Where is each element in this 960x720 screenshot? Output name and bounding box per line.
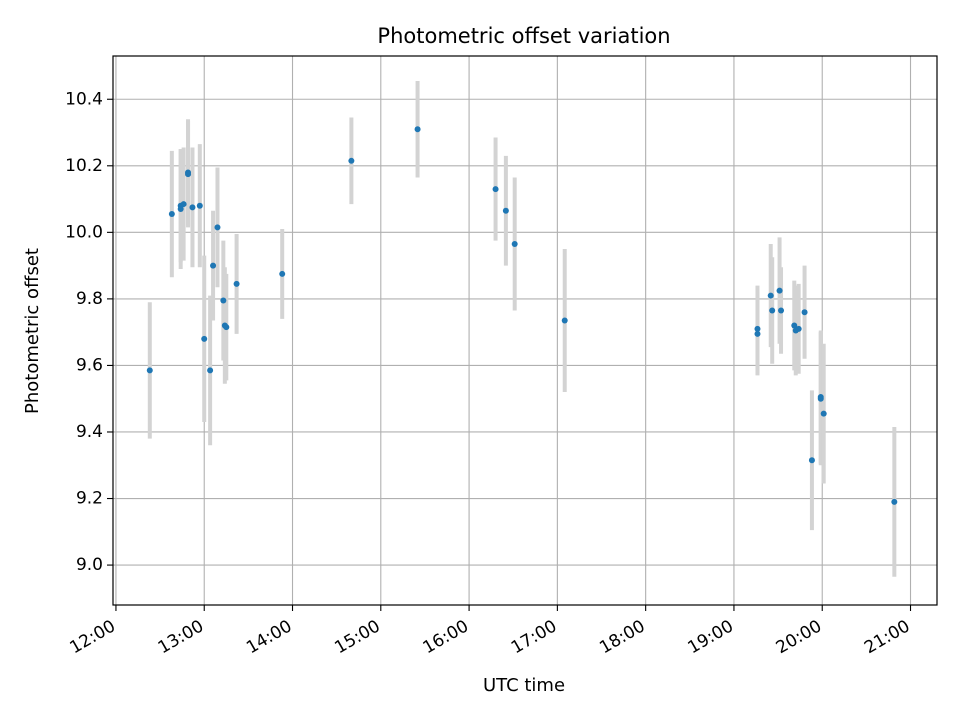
y-tick-label: 9.8 [76, 289, 103, 309]
y-tick-label: 10.4 [65, 89, 103, 109]
y-tick-label: 9.2 [76, 489, 103, 509]
data-point [220, 297, 227, 304]
data-point [778, 307, 785, 314]
x-tick-label: 13:00 [155, 616, 207, 658]
data-points [146, 126, 898, 505]
data-point [223, 324, 230, 331]
x-tick-label: 17:00 [508, 616, 560, 658]
data-point [146, 367, 153, 374]
data-point [177, 206, 184, 213]
plot-frame [112, 55, 938, 606]
data-point [210, 262, 217, 269]
x-tick-label: 20:00 [773, 616, 825, 658]
data-point [196, 202, 203, 209]
data-point [891, 498, 898, 505]
data-point [180, 201, 187, 208]
data-point [769, 307, 776, 314]
x-tick-label: 14:00 [243, 616, 295, 658]
data-point [189, 204, 196, 211]
y-tick-label: 10.2 [65, 156, 103, 176]
data-point [808, 457, 815, 464]
data-point [233, 280, 240, 287]
x-tick-label: 21:00 [861, 616, 913, 658]
x-tick-label: 16:00 [420, 616, 472, 658]
x-axis-ticks: 12:00 13:00 14:00 15:00 16:00 17:00 18:00 19:00… [67, 605, 914, 658]
data-point [817, 395, 824, 402]
data-point [767, 292, 774, 299]
y-axis-ticks: 9.0 9.2 9.4 9.6 9.8 10.0 10.2 10.4 [65, 89, 113, 575]
x-tick-label: 18:00 [596, 616, 648, 658]
data-point [561, 317, 568, 324]
x-tick-label: 19:00 [685, 616, 737, 658]
data-point [168, 211, 175, 218]
y-tick-label: 9.6 [76, 355, 103, 375]
errorbars [147, 80, 897, 577]
x-tick-label: 15:00 [331, 616, 383, 658]
data-point [207, 367, 214, 374]
y-tick-label: 10.0 [65, 222, 103, 242]
data-point [754, 325, 761, 332]
data-point [201, 335, 208, 342]
y-axis-label: Photometric offset [22, 248, 43, 414]
data-point [279, 270, 286, 277]
data-point [502, 207, 509, 214]
data-point [414, 126, 421, 133]
data-point [754, 330, 761, 337]
data-point [820, 410, 827, 417]
data-point [791, 322, 798, 329]
data-point [801, 309, 808, 316]
y-tick-label: 9.4 [76, 422, 103, 442]
data-point [795, 325, 802, 332]
data-point [348, 157, 355, 164]
data-point [185, 171, 192, 178]
data-point [511, 240, 518, 247]
data-point [214, 224, 221, 231]
y-tick-label: 9.0 [76, 555, 103, 575]
data-point [492, 186, 499, 193]
chart-title: Photometric offset variation [377, 24, 670, 48]
x-axis-label: UTC time [483, 675, 565, 696]
x-tick-label: 12:00 [67, 616, 119, 658]
data-point [776, 287, 783, 294]
